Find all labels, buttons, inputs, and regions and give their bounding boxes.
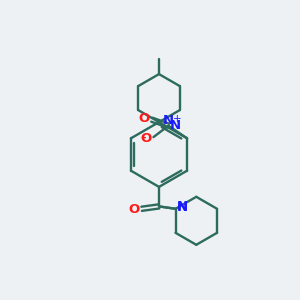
Text: O: O xyxy=(128,203,139,216)
Text: O: O xyxy=(138,112,150,125)
Text: -: - xyxy=(140,130,146,145)
Text: N: N xyxy=(177,201,188,214)
Text: N: N xyxy=(177,200,188,213)
Text: N: N xyxy=(170,118,181,132)
Text: +: + xyxy=(172,114,181,124)
Text: N: N xyxy=(163,114,174,128)
Text: O: O xyxy=(141,132,152,145)
